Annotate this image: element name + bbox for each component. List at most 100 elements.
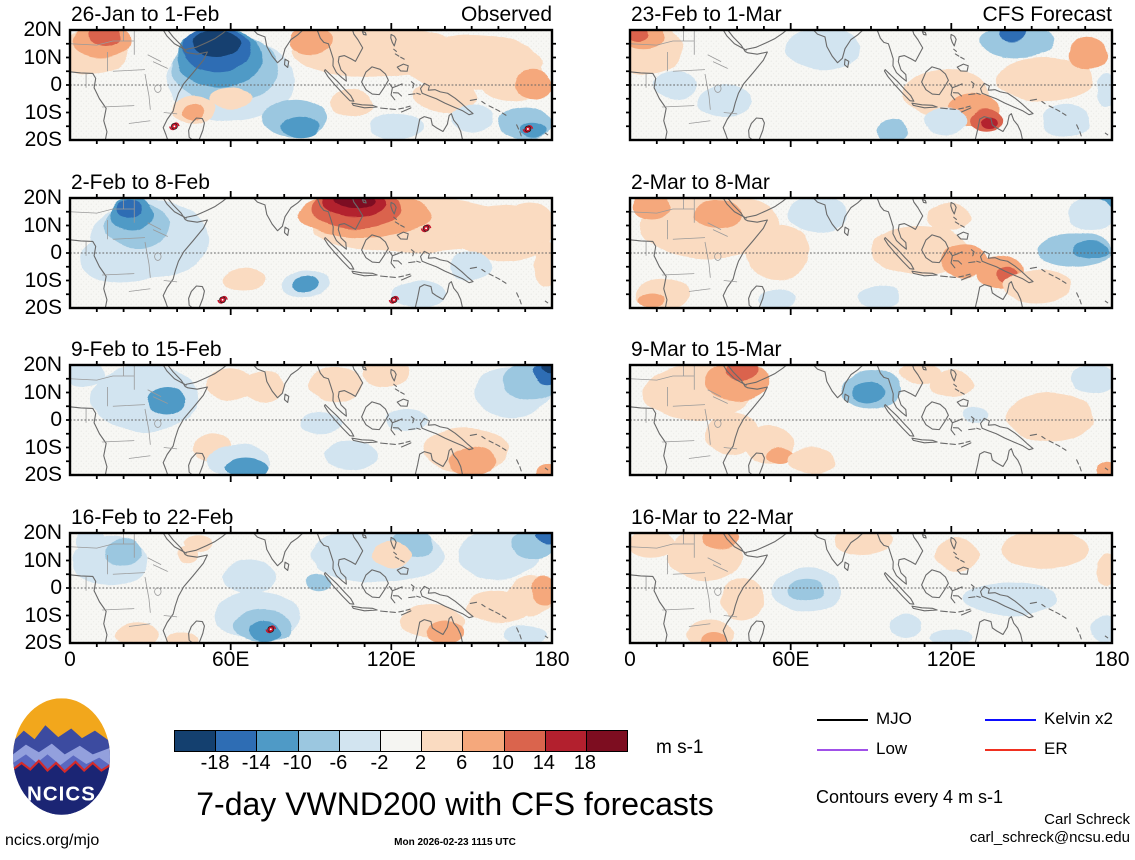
anomaly-map-L2 — [66, 191, 556, 315]
axis-ticks — [626, 526, 1116, 650]
logo-text: NCICS — [27, 783, 96, 806]
coastlines — [630, 365, 1112, 475]
lat-tick-label: 10N — [23, 380, 62, 404]
map-border — [628, 196, 1114, 310]
lat-tick-label: 10N — [23, 45, 62, 69]
colorbar-cell-0 — [175, 731, 217, 751]
anomaly-blobs — [643, 365, 1112, 475]
colorbar-cell-10 — [586, 731, 628, 751]
map-panel-R4: 16-Mar to 22-Mar 0 60E 120E 180 — [624, 506, 1129, 671]
legend-label: Low — [876, 739, 908, 758]
map-border — [68, 196, 554, 310]
anomaly-map-R2 — [626, 191, 1116, 315]
colorbar-cell-9 — [545, 731, 587, 751]
legend-line-kelvin-x2 — [985, 719, 1036, 721]
colorbar-cell-6 — [422, 731, 464, 751]
axis-ticks — [66, 526, 556, 650]
anomaly-blobs — [630, 30, 1112, 140]
coastlines — [70, 365, 552, 475]
axis-ticks — [66, 191, 556, 315]
map-panel-L4: 16-Feb to 22-Feb 20N 10N 0 10S 20S 0 60E 120E 180 — [23, 506, 569, 671]
anomaly-map-R4 — [626, 526, 1116, 650]
map-border — [628, 531, 1114, 645]
credit-email: carl_schreck@ncsu.edu — [969, 829, 1130, 846]
map-panel-R3: 9-Mar to 15-Mar — [626, 338, 1116, 482]
lon-tick-label: 180 — [534, 648, 570, 671]
axis-ticks — [66, 23, 556, 147]
lat-tick-label: 20N — [23, 353, 62, 376]
panel-date-title: 16-Feb to 22-Feb — [71, 506, 234, 529]
colorbar-cell-2 — [257, 731, 299, 751]
lat-tick-label: 0 — [50, 241, 62, 264]
lat-tick-label: 20N — [23, 521, 62, 544]
legend-line-er — [985, 749, 1036, 751]
colorbar-tick-label: -18 — [200, 752, 230, 774]
panel-date-title: 26-Jan to 1-Feb — [71, 3, 220, 26]
legend-line-mjo — [817, 719, 868, 721]
lat-tick-label: 10N — [23, 548, 62, 572]
panel-date-title: 9-Mar to 15-Mar — [631, 338, 782, 361]
colorbar-units-label: m s-1 — [656, 737, 704, 758]
lon-tick-label: 60E — [211, 648, 250, 671]
panel-date-title: 23-Feb to 1-Mar — [631, 3, 782, 26]
colorbar-cell-1 — [216, 731, 258, 751]
colorbar-tick-label: 18 — [573, 752, 597, 774]
colorbar-tick-label: 14 — [532, 752, 555, 774]
coastlines — [70, 198, 552, 308]
contours-note: Contours every 4 m s-1 — [816, 787, 1004, 807]
map-panel-L3: 9-Feb to 15-Feb 20N 10N 0 10S 20S — [23, 338, 556, 486]
legend-line-low — [817, 749, 868, 751]
colorbar-tick-label: -10 — [282, 752, 312, 774]
axis-ticks — [66, 358, 556, 482]
axis-ticks — [626, 358, 1116, 482]
panel-date-title: 16-Mar to 22-Mar — [631, 506, 794, 529]
lat-tick-label: 10S — [24, 603, 62, 627]
lon-tick-label: 0 — [624, 648, 636, 671]
lat-tick-label: 0 — [50, 408, 62, 431]
map-panel-R1: 23-Feb to 1-Mar CFS Forecast — [626, 3, 1116, 147]
legend-label: Kelvin x2 — [1044, 709, 1113, 728]
figure-title: 7-day VWND200 with CFS forecasts — [196, 786, 714, 822]
lon-tick-label: 0 — [64, 648, 76, 671]
coastlines — [70, 533, 552, 643]
coastlines — [630, 533, 1112, 643]
generation-timestamp: Mon 2026-02-23 1115 UTC — [394, 837, 516, 848]
lat-tick-label: 20S — [24, 463, 62, 486]
lon-tick-label: 180 — [1094, 648, 1130, 671]
anomaly-map-R3 — [626, 358, 1116, 482]
panel-date-title: 2-Feb to 8-Feb — [71, 171, 210, 194]
colorbar-cell-3 — [298, 731, 340, 751]
coastlines — [630, 30, 1112, 140]
axis-ticks — [626, 191, 1116, 315]
map-border — [628, 363, 1114, 477]
panel-date-title: 9-Feb to 15-Feb — [71, 338, 222, 361]
lat-tick-label: 0 — [50, 576, 62, 599]
colorbar-cell-7 — [463, 731, 505, 751]
lon-tick-label: 60E — [771, 648, 810, 671]
map-panel-L1: 26-Jan to 1-Feb Observed 20N 10N 0 10S 20S — [23, 3, 556, 151]
map-border — [628, 28, 1114, 142]
map-border — [68, 363, 554, 477]
lat-tick-label: 10S — [24, 268, 62, 292]
lon-tick-label: 120E — [366, 648, 416, 671]
ncics-logo: NCICS — [13, 698, 110, 815]
coastlines — [630, 198, 1112, 308]
lat-tick-label: 0 — [50, 73, 62, 96]
colorbar-cell-5 — [380, 731, 423, 751]
anomaly-blobs — [70, 365, 552, 475]
panel-date-title: 2-Mar to 8-Mar — [631, 171, 770, 194]
lat-tick-label: 10S — [24, 100, 62, 124]
axis-ticks — [626, 23, 1116, 147]
map-panel-L2: 2-Feb to 8-Feb 20N 10N 0 10S 20S — [23, 171, 556, 319]
panel-column-tag: CFS Forecast — [982, 3, 1112, 26]
colorbar-tick-label: 10 — [491, 752, 514, 774]
lat-tick-label: 10S — [24, 435, 62, 459]
lat-tick-label: 20N — [23, 186, 62, 209]
map-border — [68, 28, 554, 142]
map-panel-R2: 2-Mar to 8-Mar — [626, 171, 1116, 315]
legend-label: MJO — [876, 709, 912, 728]
panel-column-tag: Observed — [460, 3, 552, 26]
anomaly-map-L1 — [66, 23, 556, 147]
lat-tick-label: 20S — [24, 296, 62, 319]
